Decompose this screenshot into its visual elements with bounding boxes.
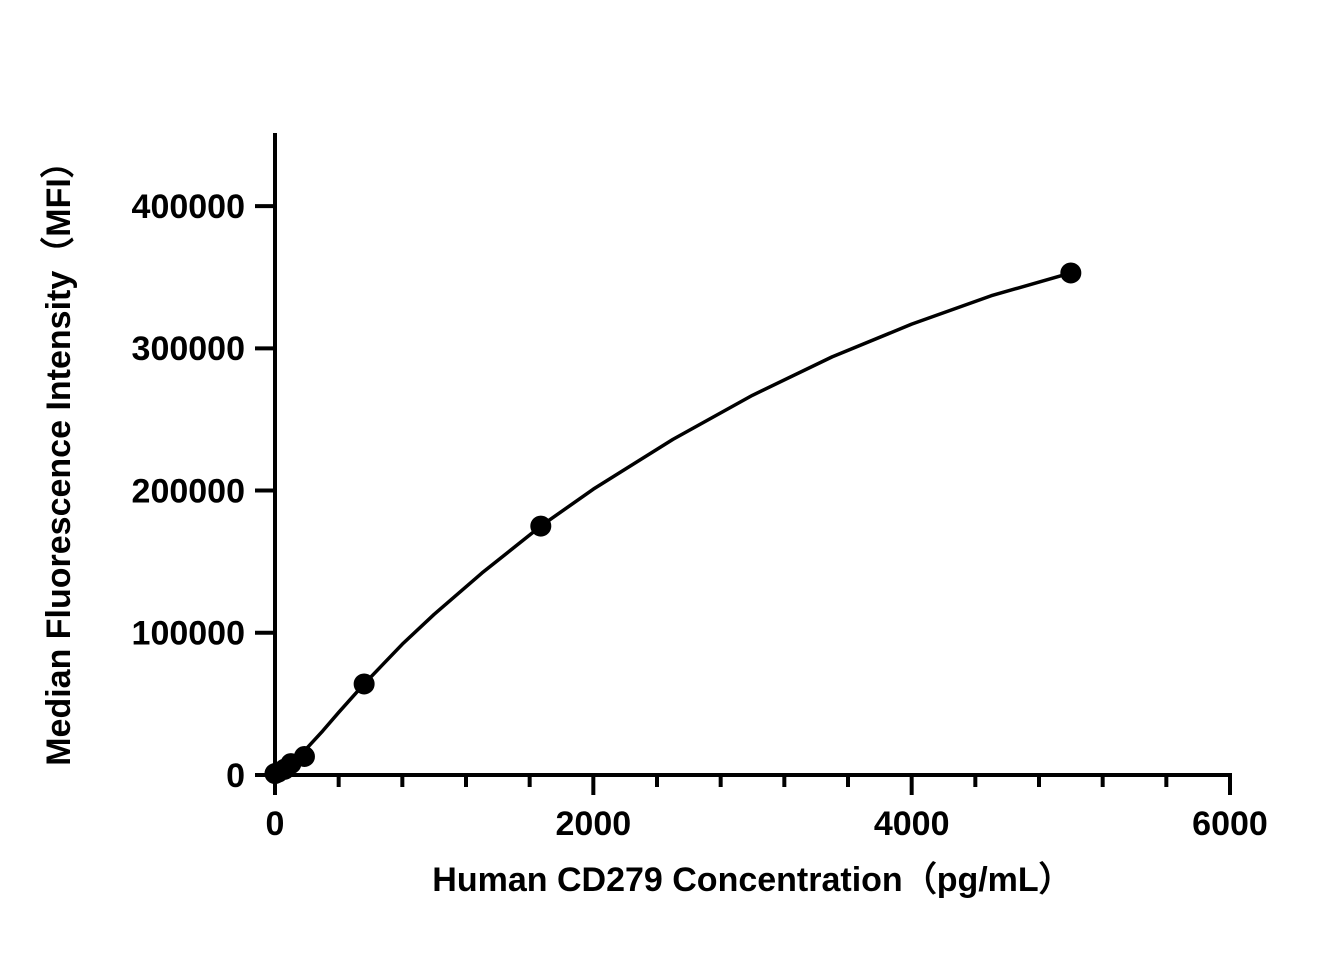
- y-tick-label: 300000: [132, 330, 245, 368]
- y-tick-label: 200000: [132, 472, 245, 510]
- data-point: [1061, 263, 1081, 283]
- x-tick-label: 4000: [874, 805, 950, 843]
- data-point: [294, 747, 314, 767]
- x-tick-label: 6000: [1192, 805, 1268, 843]
- y-tick-label: 400000: [132, 188, 245, 226]
- data-point: [531, 516, 551, 536]
- x-axis-title: Human CD279 Concentration（pg/mL）: [432, 860, 1072, 899]
- x-tick-label: 2000: [556, 805, 632, 843]
- chart-svg: 0 2000 4000 6000 0 100000 200000 300000 400000 Hu…: [0, 0, 1332, 969]
- y-tick-label: 100000: [132, 615, 245, 653]
- data-point: [354, 674, 374, 694]
- y-tick-label: 0: [226, 757, 245, 795]
- chart-stage: 0 2000 4000 6000 0 100000 200000 300000 400000 Hu…: [0, 0, 1332, 969]
- y-axis-title: Median Fluorescence Intensity（MFI）: [39, 144, 78, 766]
- x-tick-label: 0: [266, 805, 285, 843]
